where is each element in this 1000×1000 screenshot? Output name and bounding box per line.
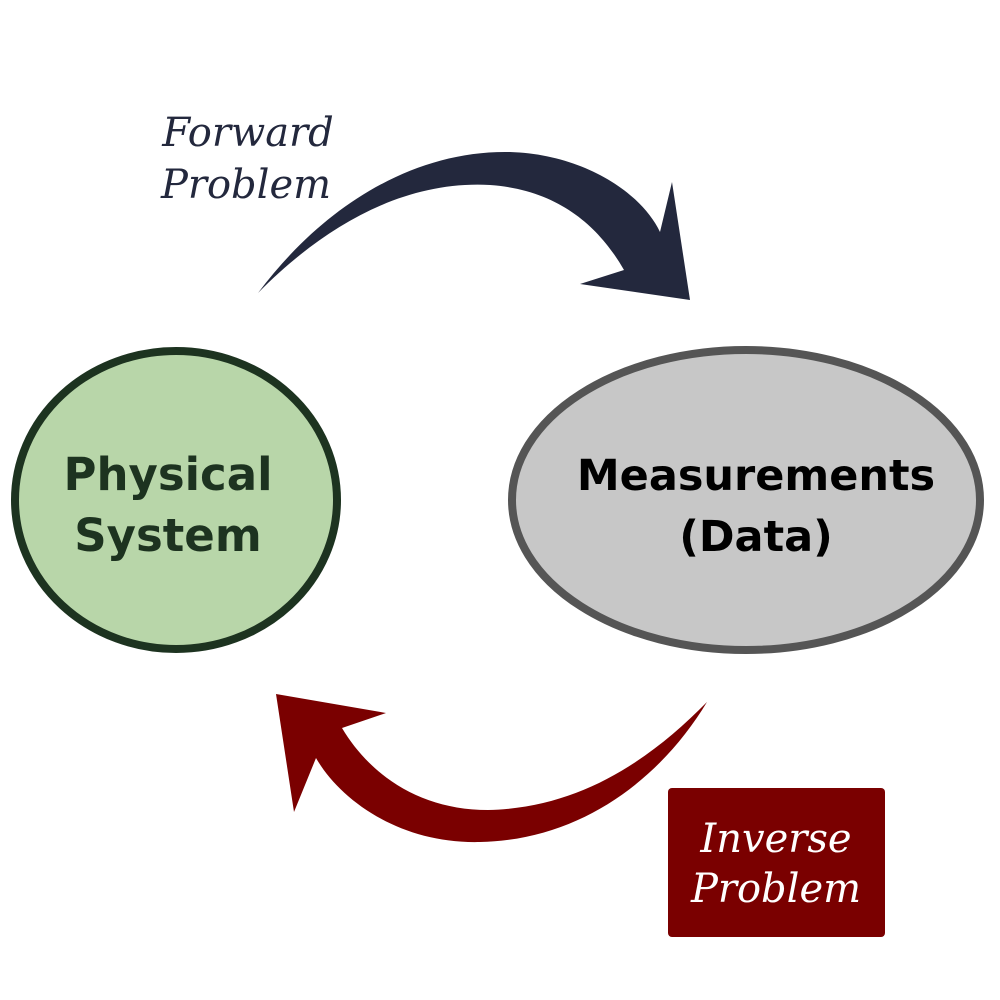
physical-system-label-line1: Physical [63, 448, 272, 501]
inverse-problem-label-line2: Problem [690, 866, 861, 912]
measurements-label-line1: Measurements [577, 451, 935, 501]
measurements-label-line2: (Data) [679, 512, 833, 562]
inverse-problem-box [668, 788, 885, 937]
physical-system-node [11, 347, 341, 653]
forward-problem-label-line1: Forward [161, 110, 334, 156]
physical-system-label-line2: System [74, 509, 261, 562]
inverse-arrow [276, 694, 707, 843]
forward-problem-label-line2: Problem [160, 162, 331, 208]
measurements-node [508, 346, 984, 654]
inverse-problem-label-line1: Inverse [699, 816, 851, 862]
forward-arrow [258, 151, 690, 300]
